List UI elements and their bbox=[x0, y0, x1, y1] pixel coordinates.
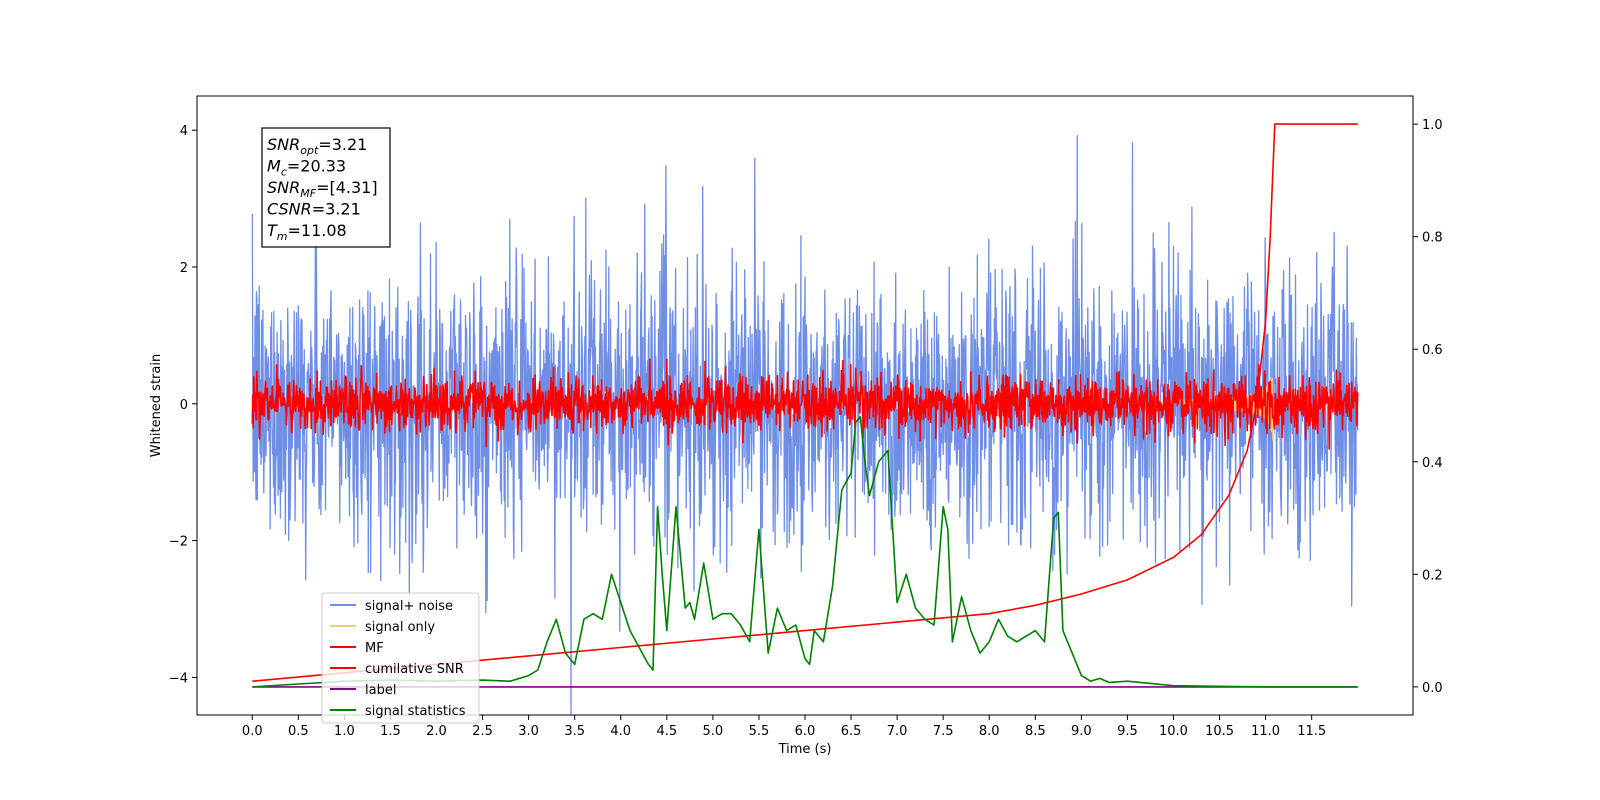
x-tick-label: 9.5 bbox=[1117, 724, 1138, 739]
axes: 0.0 0.5 1.0 1.5 2.0 2.5 3.0 3.5 4.0 4.5 5.0 5.5 6.0 6… bbox=[169, 95, 1443, 739]
series-signal-statistics bbox=[252, 416, 1358, 688]
x-tick-label: 10.5 bbox=[1205, 724, 1234, 739]
y-tick-label: −4 bbox=[169, 671, 188, 686]
y-tick-label: 4 bbox=[180, 124, 188, 139]
x-tick-label: 6.5 bbox=[841, 724, 862, 739]
x-tick-label: 8.5 bbox=[1025, 724, 1046, 739]
x-tick-label: 5.5 bbox=[749, 724, 770, 739]
legend-label: signal only bbox=[365, 620, 435, 635]
legend-frame bbox=[321, 592, 480, 724]
annotation-tm: Tm=11.08 bbox=[267, 221, 347, 243]
x-tick-label: 11.5 bbox=[1297, 724, 1326, 739]
annotation-frame bbox=[261, 127, 391, 248]
legend-label: cumilative SNR bbox=[365, 662, 464, 677]
x-tick-label: 9.0 bbox=[1071, 724, 1092, 739]
legend-label: signal+ noise bbox=[365, 599, 453, 614]
y2-tick-label: 0.8 bbox=[1422, 231, 1443, 246]
y-axis-label: Whitened strain bbox=[149, 354, 164, 457]
series-mf bbox=[251, 358, 1359, 450]
x-tick-label: 8.0 bbox=[979, 724, 1000, 739]
y2-tick-label: 0.0 bbox=[1422, 681, 1443, 696]
annotation-snr-opt: SNRopt=3.21 bbox=[267, 135, 367, 157]
legend-label: MF bbox=[365, 641, 384, 656]
x-tick-label: 5.0 bbox=[703, 724, 724, 739]
y-tick-label: −2 bbox=[169, 535, 188, 550]
y-tick-label: 2 bbox=[180, 261, 188, 276]
y2-tick-label: 1.0 bbox=[1422, 118, 1443, 133]
y2-tick-label: 0.4 bbox=[1422, 456, 1443, 471]
x-tick-label: 3.0 bbox=[518, 724, 539, 739]
y2-tick-label: 0.6 bbox=[1422, 343, 1443, 358]
annotation-box: SNRopt=3.21Mc=20.33SNRMF=[4.31]CSNR=3.21… bbox=[261, 127, 391, 248]
x-tick-label: 4.5 bbox=[656, 724, 677, 739]
x-tick-label: 10.0 bbox=[1159, 724, 1188, 739]
x-tick-label: 1.5 bbox=[380, 724, 401, 739]
x-tick-label: 6.0 bbox=[795, 724, 816, 739]
x-axis-label: Time (s) bbox=[778, 742, 832, 757]
annotation-mc: Mc=20.33 bbox=[267, 157, 346, 179]
x-tick-label: 1.0 bbox=[334, 724, 355, 739]
x-tick-label: 7.5 bbox=[933, 724, 954, 739]
x-tick-label: 0.5 bbox=[288, 724, 309, 739]
x-tick-label: 3.5 bbox=[564, 724, 585, 739]
legend-label: signal statistics bbox=[365, 704, 466, 719]
y2-tick-label: 0.2 bbox=[1422, 568, 1443, 583]
x-tick-label: 11.0 bbox=[1251, 724, 1280, 739]
x-tick-label: 7.0 bbox=[887, 724, 908, 739]
x-tick-label: 0.0 bbox=[242, 724, 263, 739]
x-tick-label: 4.0 bbox=[610, 724, 631, 739]
y-tick-label: 0 bbox=[180, 398, 188, 413]
series-cumilative-snr bbox=[252, 123, 1358, 682]
annotation-snr-mf: SNRMF=[4.31] bbox=[267, 178, 378, 200]
x-tick-label: 2.0 bbox=[426, 724, 447, 739]
annotation-csnr: CSNR=3.21 bbox=[267, 200, 361, 219]
legend-label: label bbox=[365, 683, 396, 698]
x-tick-label: 2.5 bbox=[472, 724, 493, 739]
legend: signal+ noise signal only MF cumilative SNR… bbox=[321, 592, 480, 724]
